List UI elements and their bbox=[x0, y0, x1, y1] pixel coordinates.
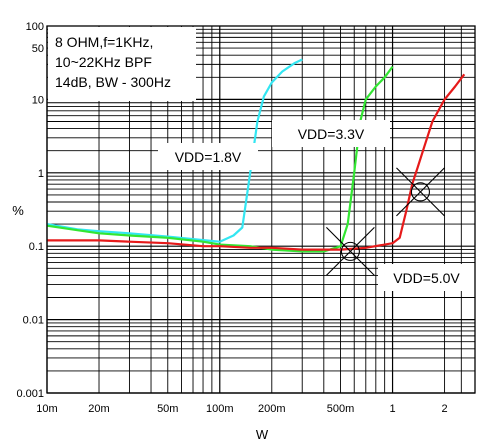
x-tick-label: 50m bbox=[157, 403, 178, 415]
x-tick-label: 2 bbox=[442, 403, 448, 415]
y-tick-label: 50 bbox=[32, 43, 44, 55]
series-line-1 bbox=[46, 58, 303, 243]
x-tick-label: 100m bbox=[206, 403, 234, 415]
x-tick-label: 500m bbox=[327, 403, 355, 415]
conditions-line-1: 8 OHM,f=1KHz, bbox=[55, 34, 153, 50]
x-tick-labels: 10m 20m 50m 100m 200m 500m 1 2 bbox=[36, 403, 447, 415]
y-tick-label: 0.01 bbox=[23, 315, 44, 327]
marker-circle-1 bbox=[340, 241, 360, 261]
marker-cross-b-1 bbox=[325, 226, 375, 276]
x-axis-label: W bbox=[256, 427, 269, 442]
circle-x-markers bbox=[325, 167, 445, 276]
label-box-3 bbox=[378, 264, 475, 291]
plot-frame bbox=[46, 25, 476, 394]
conditions-line-2: 10~22KHz BPF bbox=[55, 54, 152, 70]
label-box-2 bbox=[272, 120, 390, 147]
x-tick-label: 20m bbox=[88, 403, 109, 415]
series-label-2: VDD=3.3V bbox=[298, 126, 365, 142]
y-tick-label: 100 bbox=[26, 21, 44, 33]
y-tick-label: 10 bbox=[32, 94, 44, 106]
marker-cross-b-2 bbox=[396, 167, 445, 217]
y-tick-label: 1 bbox=[38, 168, 44, 180]
marker-circle-2 bbox=[410, 182, 430, 202]
annotation-boxes: 8 OHM,f=1KHz, 10~22KHz BPF 14dB, BW - 300H… bbox=[48, 27, 475, 291]
conditions-box bbox=[48, 27, 196, 101]
label-box-1 bbox=[158, 143, 258, 170]
y-tick-label: 0.1 bbox=[29, 241, 44, 253]
series-label-1: VDD=1.8V bbox=[175, 149, 242, 165]
x-tick-label: 10m bbox=[36, 403, 57, 415]
series-line-2 bbox=[46, 65, 394, 253]
x-tick-label: 1 bbox=[389, 403, 395, 415]
series-label-3: VDD=5.0V bbox=[393, 270, 460, 286]
y-tick-labels: 0.001 0.01 0.1 1 10 50 100 bbox=[16, 21, 44, 400]
x-tick-label: 200m bbox=[258, 403, 286, 415]
y-tick-label: 0.001 bbox=[16, 388, 44, 400]
y-axis-label: % bbox=[12, 203, 24, 218]
conditions-line-3: 14dB, BW - 300Hz bbox=[55, 74, 171, 90]
